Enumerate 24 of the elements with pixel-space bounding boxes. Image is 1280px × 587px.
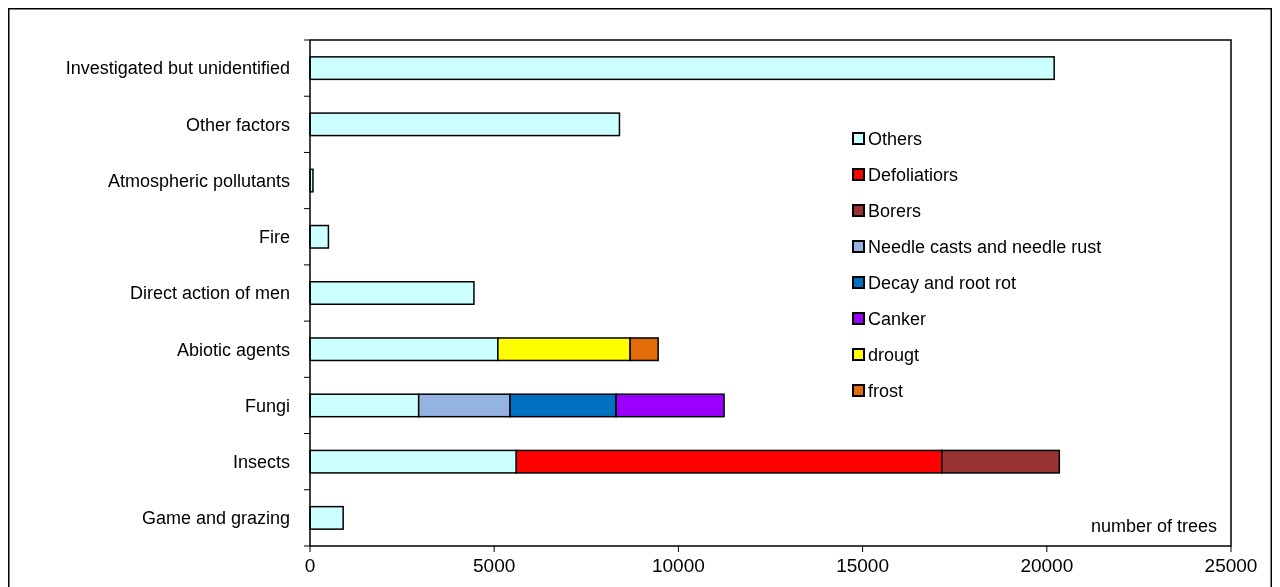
legend-label: frost [868, 381, 904, 402]
y-tick-label: Abiotic agents [176, 339, 290, 360]
legend-label: Canker [868, 309, 927, 330]
y-tick-label: Direct action of men [129, 283, 290, 304]
y-tick-label: Investigated but unidentified [65, 58, 290, 79]
legend-label: Others [868, 129, 923, 150]
legend-label: Defoliatiors [868, 165, 959, 186]
y-tick-label: Atmospheric pollutants [107, 170, 290, 191]
legend-label: Decay and root rot [868, 273, 1017, 294]
legend-label: Needle casts and needle rust [868, 237, 1102, 258]
legend-label: Borers [868, 201, 922, 222]
y-tick-label: Game and grazing [141, 508, 290, 529]
x-tick-label: 5000 [473, 555, 516, 576]
legend-label: drougt [868, 345, 920, 366]
x-tick-label: 25000 [1204, 555, 1258, 576]
x-tick-label: 10000 [651, 555, 705, 576]
y-tick-label: Other factors [185, 114, 290, 135]
x-tick-label: 15000 [836, 555, 890, 576]
x-tick-label: 0 [304, 555, 316, 576]
x-axis-title: number of trees [1090, 516, 1217, 536]
y-tick-label: Fire [259, 227, 290, 248]
y-tick-label: Insects [232, 451, 290, 472]
x-tick-label: 20000 [1020, 555, 1074, 576]
y-tick-label: Fungi [244, 395, 290, 416]
